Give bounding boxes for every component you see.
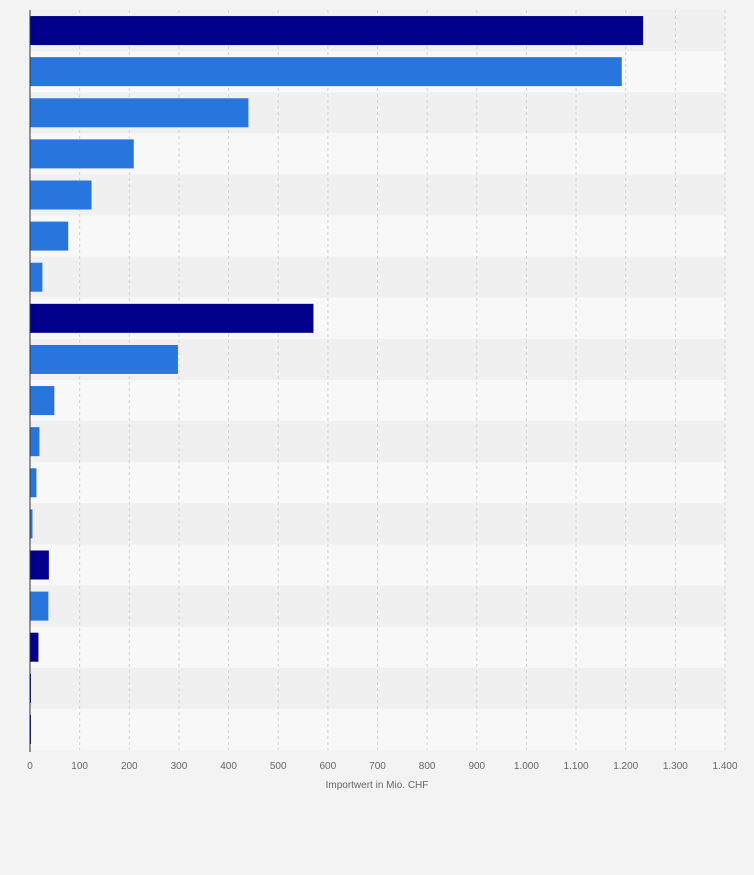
bar [30, 139, 134, 169]
bars [30, 16, 644, 744]
x-tick-label: 1.100 [564, 761, 589, 772]
x-tick-label: 400 [220, 761, 237, 772]
x-axis-title: Importwert in Mio. CHF [326, 780, 429, 791]
x-tick-label: 800 [419, 761, 436, 772]
bar [30, 57, 622, 87]
bar [30, 386, 55, 416]
bar [30, 262, 43, 292]
bar [30, 303, 314, 333]
x-tick-label: 300 [171, 761, 188, 772]
bar [30, 16, 644, 46]
bar [30, 550, 49, 580]
bar [30, 468, 37, 498]
bar [30, 344, 178, 374]
x-tick-label: 1.400 [712, 761, 737, 772]
x-tick-label: 1.000 [514, 761, 539, 772]
x-tick-label: 700 [369, 761, 386, 772]
x-tick-label: 1.200 [613, 761, 638, 772]
x-tick-label: 500 [270, 761, 287, 772]
bar [30, 180, 92, 210]
bar [30, 591, 49, 621]
bar [30, 632, 39, 662]
x-axis-tick-labels: 0 100 200 300 400 500 600 700 800 900 1.000 1.100 1.… [27, 761, 738, 772]
bar [30, 221, 69, 251]
x-tick-label: 200 [121, 761, 138, 772]
x-tick-label: 0 [27, 761, 33, 772]
bar [30, 509, 33, 539]
x-tick-label: 100 [71, 761, 88, 772]
bar [30, 427, 40, 457]
x-tick-label: 900 [468, 761, 485, 772]
x-tick-label: 1.300 [663, 761, 688, 772]
bar [30, 98, 249, 128]
x-tick-label: 600 [320, 761, 337, 772]
